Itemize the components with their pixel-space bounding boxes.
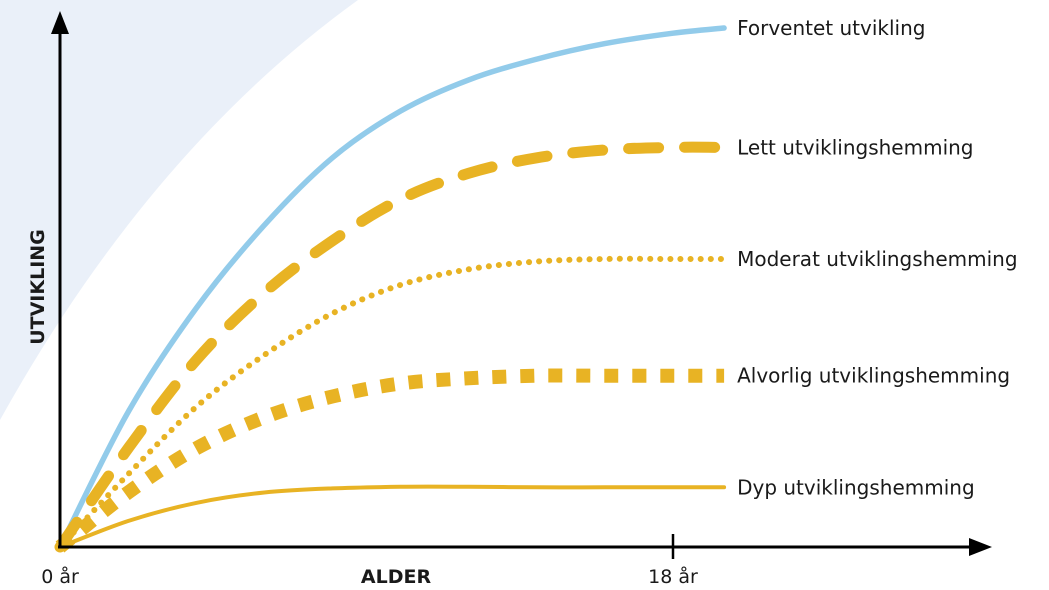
y-axis-arrow: [51, 11, 69, 34]
series-line-3: [57, 255, 728, 550]
axes: [51, 11, 992, 556]
x-tick-label: 18 år: [648, 565, 698, 588]
x-ticks: 0 år 18 år: [41, 534, 698, 588]
series-labels: Forventet utvikling Lett utviklingshemmin…: [737, 16, 1017, 499]
series-label-2: Lett utviklingshemming: [737, 135, 973, 159]
series-layer: [54, 25, 730, 553]
series-line-5: [58, 484, 727, 549]
series-line-2: [54, 141, 730, 553]
x-tick-label: 0 år: [41, 565, 79, 588]
series-line-1: [57, 25, 727, 550]
y-axis-title: UTVIKLING: [27, 229, 49, 345]
x-axis-title: ALDER: [361, 566, 432, 588]
background-shape: [0, 0, 358, 420]
series-line-4: [55, 368, 725, 553]
x-axis-arrow: [969, 538, 992, 556]
series-label-5: Dyp utviklingshemming: [737, 475, 975, 499]
series-label-3: Moderat utviklingshemming: [737, 247, 1017, 271]
series-label-4: Alvorlig utviklingshemming: [737, 364, 1010, 388]
series-label-1: Forventet utvikling: [737, 16, 925, 40]
